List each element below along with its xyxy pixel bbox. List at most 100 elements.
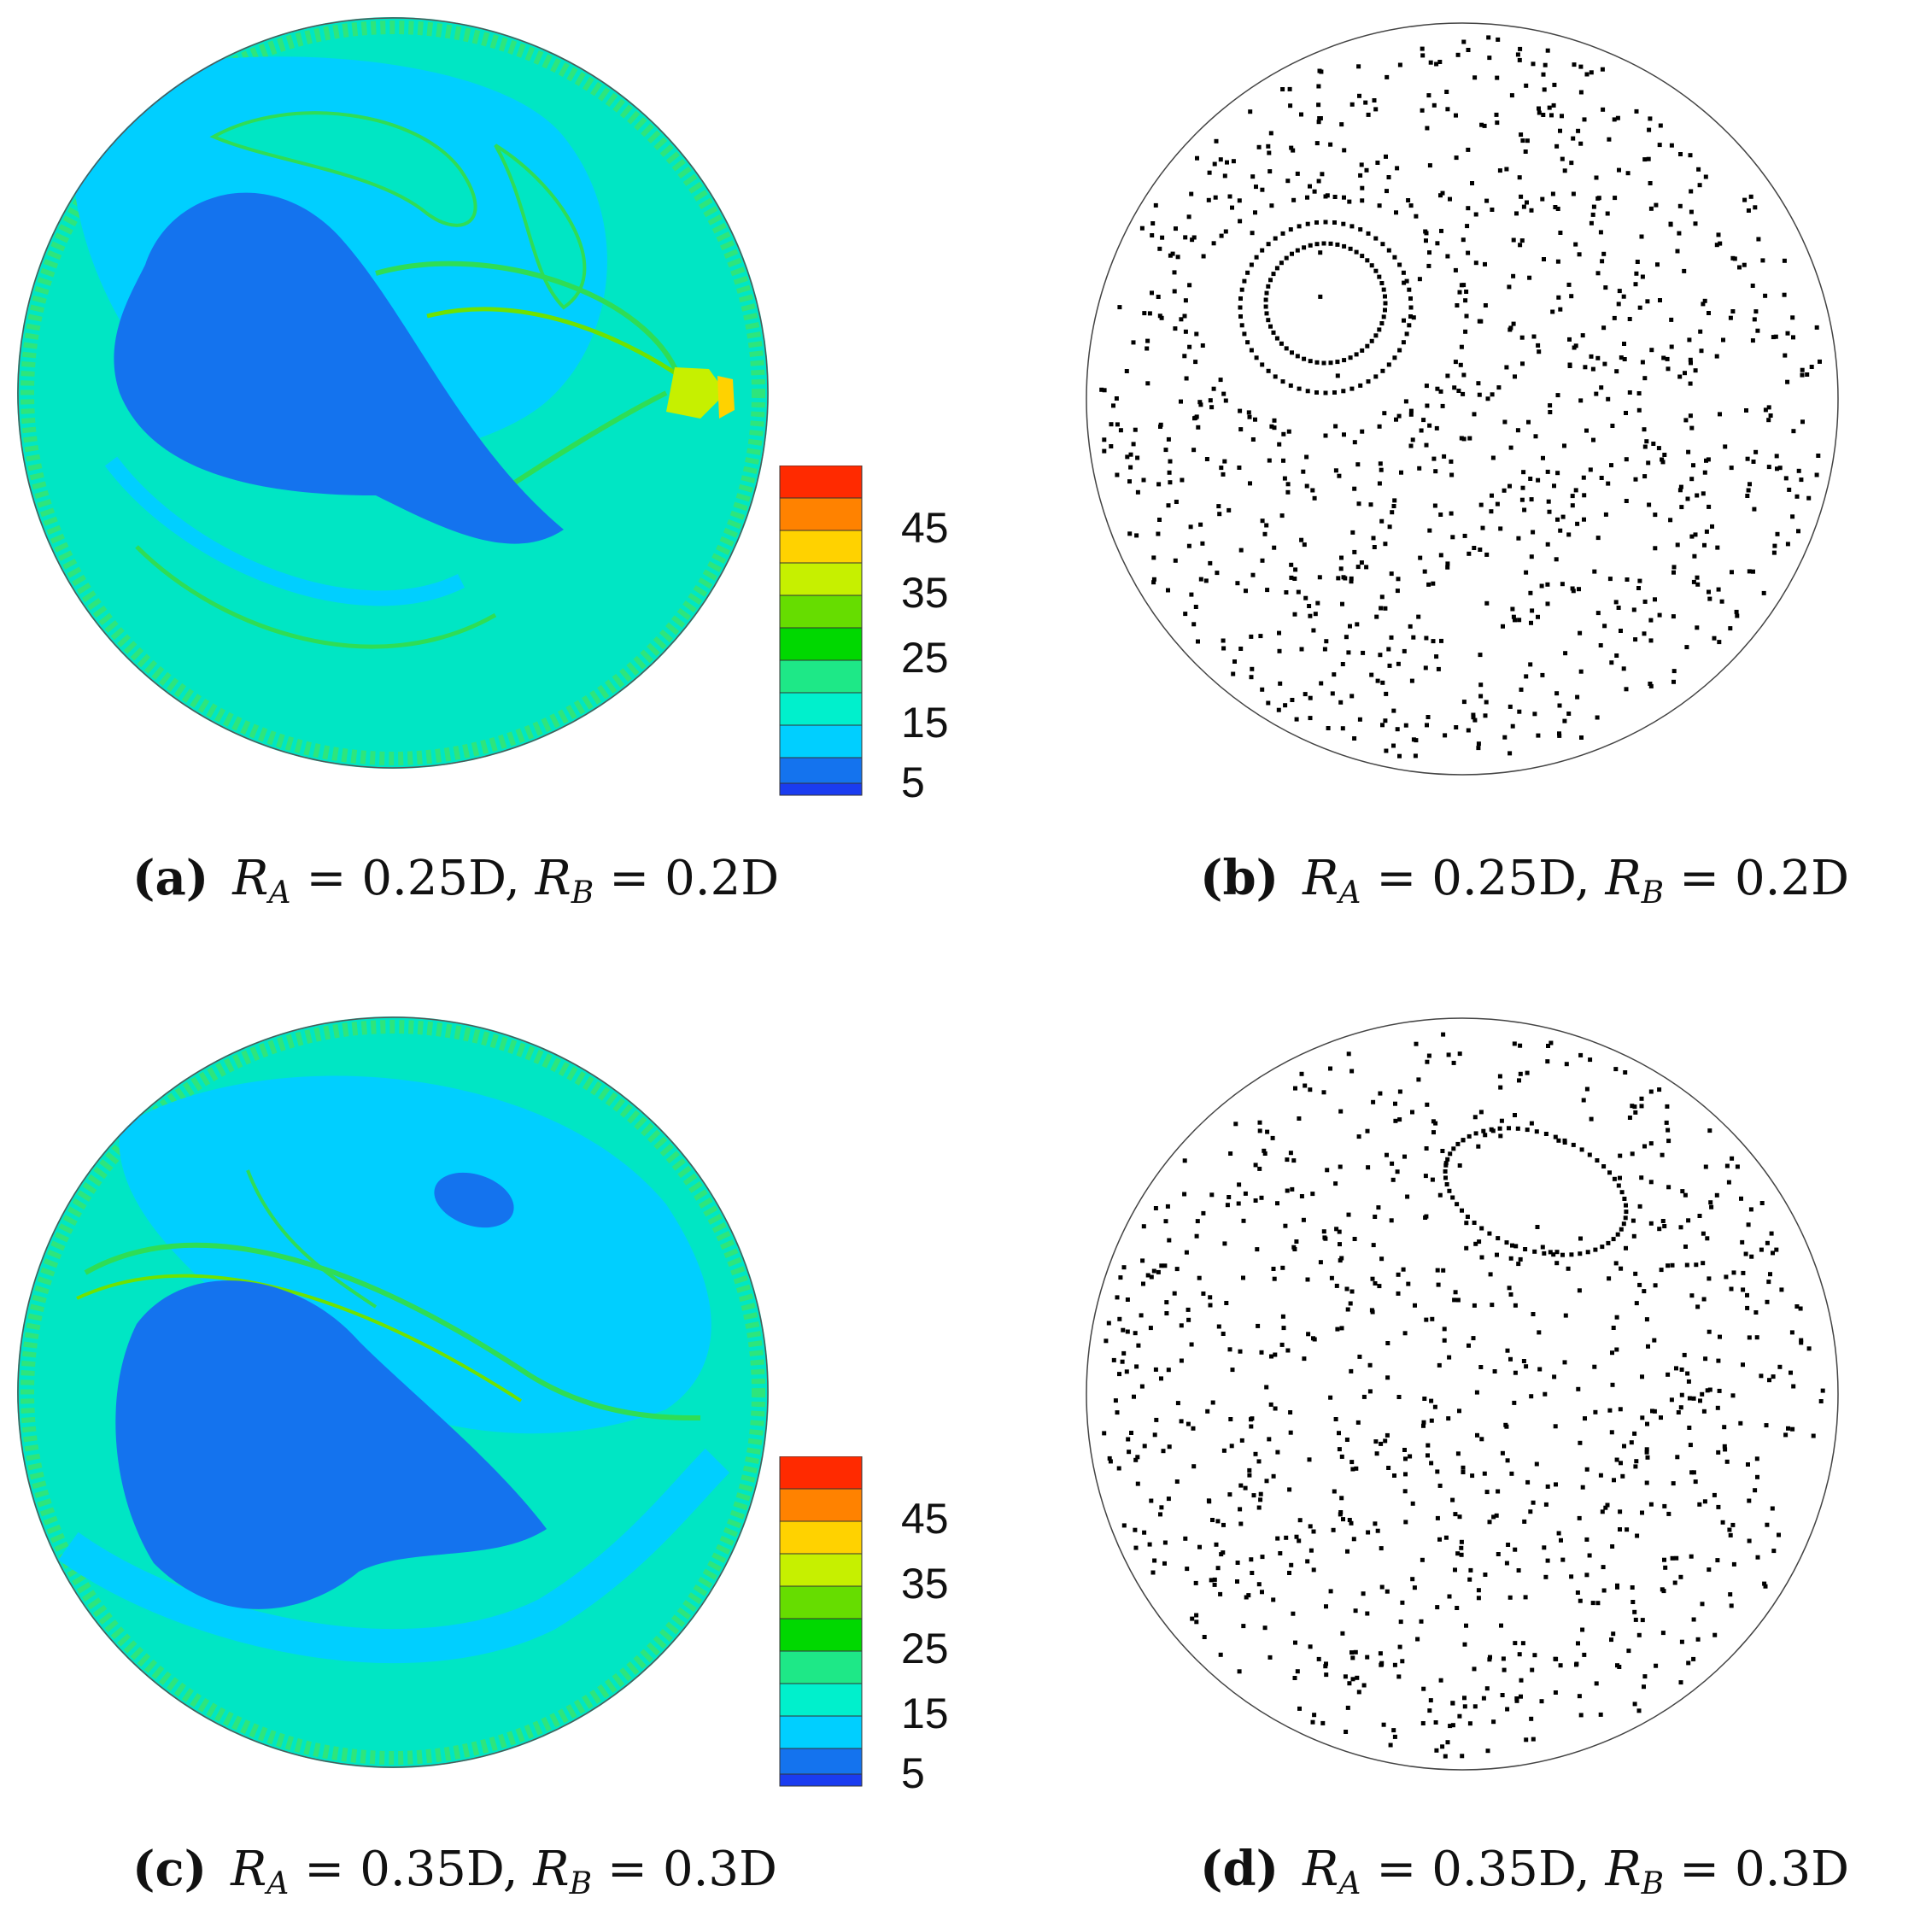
scatter-point [1367, 1362, 1373, 1368]
scatter-point [1401, 340, 1406, 345]
scatter-point [1314, 242, 1320, 247]
scatter-point [1472, 546, 1477, 550]
scatter-point [1545, 1484, 1550, 1489]
scatter-point [1268, 278, 1273, 283]
scatter-point [1377, 274, 1382, 279]
scatter-point [1277, 648, 1282, 653]
scatter-point [1150, 1570, 1156, 1575]
scatter-point [1260, 248, 1265, 253]
scatter-point [1238, 296, 1243, 301]
scatter-point [1595, 271, 1601, 276]
scatter-point [1515, 428, 1520, 433]
scatter-point [1463, 329, 1468, 334]
scatter-point [1790, 514, 1795, 519]
scatter-point [1360, 185, 1365, 190]
scatter-point [1375, 161, 1380, 165]
scatter-point [1615, 115, 1620, 120]
scatter-point [1684, 1262, 1689, 1268]
scatter-point [1450, 1723, 1455, 1728]
scatter-point [1430, 1316, 1435, 1321]
scatter-point [1701, 1409, 1707, 1414]
scatter-point [1624, 1210, 1629, 1215]
scatter-point [1311, 1529, 1316, 1534]
scatter-point [1678, 152, 1683, 156]
scatter-point [1426, 1443, 1431, 1448]
scatter-point [1289, 562, 1294, 567]
scatter-point [1314, 390, 1319, 395]
scatter-point [1698, 329, 1703, 334]
scatter-point [1747, 569, 1752, 574]
scatter-point [1139, 1384, 1145, 1389]
scatter-point [1578, 141, 1584, 146]
scatter-point [1765, 1299, 1770, 1304]
scatter-point [1554, 557, 1559, 562]
scatter-point [1464, 313, 1469, 319]
scatter-point [1408, 203, 1414, 208]
scatter-point [1543, 62, 1548, 67]
scatter-point [1262, 531, 1268, 536]
scatter-point [1449, 511, 1454, 516]
scatter-point [1502, 419, 1508, 425]
scatter-point [1380, 242, 1385, 247]
scatter-point [1571, 136, 1576, 141]
scatter-point [1366, 112, 1371, 117]
scatter-point [1658, 123, 1663, 128]
scatter-point [1381, 314, 1386, 319]
scatter-point [1703, 174, 1708, 179]
scatter-point [1790, 315, 1795, 320]
scatter-point [1349, 576, 1354, 581]
scatter-point [1718, 412, 1722, 417]
scatter-point [1707, 1387, 1712, 1392]
scatter-point [1117, 1316, 1122, 1321]
scatter-point [1179, 1419, 1184, 1424]
scatter-point [1528, 662, 1533, 667]
scatter-point [1691, 463, 1695, 468]
scatter-point [1245, 340, 1250, 345]
scatter-point [1437, 1483, 1443, 1488]
scatter-point [1283, 1223, 1288, 1228]
scatter-point [1613, 1261, 1619, 1266]
scatter-point [1511, 237, 1516, 243]
scatter-point [1238, 548, 1244, 553]
scatter-point [1428, 60, 1433, 65]
scatter-point [1558, 307, 1563, 312]
scatter-point [1352, 1237, 1357, 1241]
scatter-point [1525, 1128, 1530, 1133]
scatter-point [1165, 1204, 1170, 1209]
scatter-point [1526, 419, 1531, 425]
scatter-point [1580, 333, 1585, 338]
scatter-point [1442, 454, 1447, 459]
scatter-point [1610, 424, 1615, 428]
scatter-point [1424, 1214, 1429, 1219]
scatter-point [1421, 1686, 1426, 1691]
scatter-point [1241, 1218, 1246, 1223]
scatter-point [1584, 72, 1590, 77]
scatter-point [1227, 1347, 1232, 1352]
scatter-point [1260, 187, 1265, 192]
scatter-point [1566, 532, 1572, 537]
scatter-point [1600, 259, 1605, 264]
scatter-point [1571, 1142, 1576, 1147]
scatter-point [1102, 1431, 1107, 1436]
scatter-point [1443, 1535, 1449, 1540]
scatter-point [1718, 1334, 1722, 1339]
scatter-point [1555, 207, 1560, 211]
scatter-point [1407, 287, 1412, 292]
scatter-point [1378, 1091, 1383, 1096]
scatter-point [1373, 236, 1379, 241]
scatter-point [1395, 727, 1400, 732]
scatter-point [1339, 555, 1344, 560]
scatter-point [1356, 1690, 1361, 1695]
scatter-point [1425, 1102, 1430, 1107]
scatter-point [1408, 1454, 1413, 1459]
scatter-point [1318, 1260, 1323, 1265]
scatter-point [1729, 1286, 1734, 1292]
scatter-point [1260, 1555, 1265, 1560]
scatter-point [1471, 1336, 1476, 1341]
scatter-point [1765, 1522, 1770, 1527]
scatter-point [1669, 317, 1674, 322]
scatter-point [1719, 599, 1724, 604]
scatter-point [1753, 1310, 1759, 1315]
scatter-point [1694, 1262, 1699, 1268]
scatter-point [1455, 1202, 1460, 1207]
